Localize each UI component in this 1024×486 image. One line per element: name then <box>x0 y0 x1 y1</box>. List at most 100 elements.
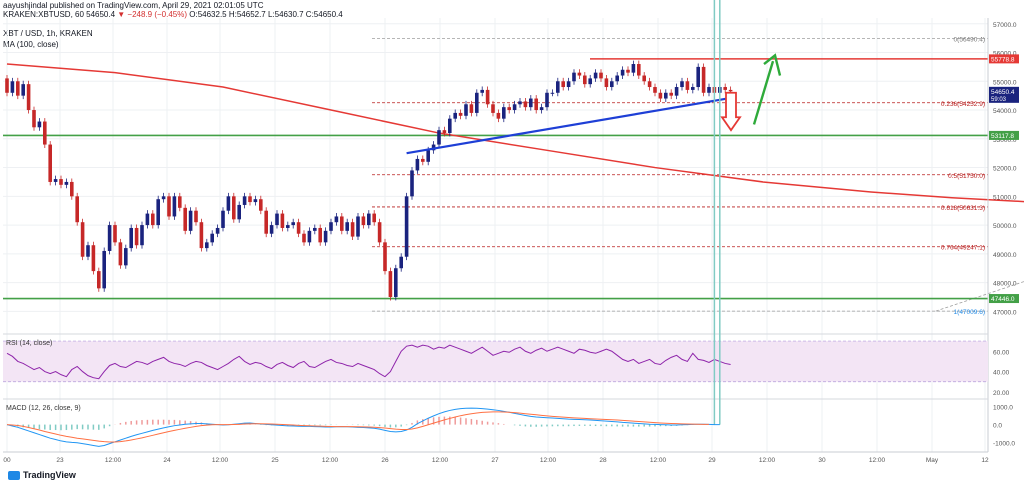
candle-body <box>685 81 690 90</box>
candle-body <box>372 213 376 223</box>
time-tick-label: 23 <box>56 457 64 464</box>
macd-tick-label: -1000.0 <box>993 441 1015 448</box>
candle-body <box>291 222 295 226</box>
candle-body <box>134 227 139 246</box>
candle-body <box>183 207 187 231</box>
candle-body <box>367 213 371 226</box>
candle-body <box>550 92 555 94</box>
price-tick-label: 53000.0 <box>993 137 1017 144</box>
author-line: aayushjindal published on TradingView.co… <box>3 1 264 10</box>
candle-body <box>404 196 409 257</box>
price-badge <box>989 86 1019 103</box>
candle-body <box>518 101 522 105</box>
time-tick-label: 12:00 <box>650 457 667 464</box>
time-axis: 00 23 12:00 24 12:00 25 12:00 26 12:00 27 12:00 28 1… <box>3 451 989 464</box>
price-tick-label: 51000.0 <box>993 194 1017 201</box>
candle-body <box>502 107 506 119</box>
candle-body <box>394 268 398 297</box>
candle-body <box>53 179 58 182</box>
candle-body <box>507 107 511 111</box>
price-tick-label: 56000.0 <box>993 51 1017 58</box>
price-badge-label: 55778.8 <box>991 56 1015 63</box>
candle-body <box>32 110 36 128</box>
candle-body <box>242 196 247 205</box>
candle-body <box>512 104 517 111</box>
candle-body <box>707 87 711 93</box>
candle-body <box>118 242 123 266</box>
candle-body <box>124 248 128 266</box>
time-tick-label: 27 <box>491 457 499 464</box>
candle-body <box>253 199 258 203</box>
candle-body <box>345 222 349 231</box>
candle-body <box>340 216 344 231</box>
macd-line <box>6 407 720 447</box>
candle-body <box>86 245 90 257</box>
price-badge-label: 54650.4 <box>991 89 1015 96</box>
candle-body <box>318 227 322 243</box>
footer-brand[interactable]: TradingView <box>8 470 76 481</box>
candle-body <box>307 230 312 243</box>
candle-body <box>620 69 625 76</box>
candle-body <box>453 112 457 119</box>
candle-body <box>237 204 241 220</box>
candle-body <box>129 227 133 249</box>
price-tick-label: 50000.0 <box>993 223 1017 230</box>
candles <box>5 60 733 301</box>
candle-body <box>588 78 592 85</box>
candle-body <box>59 179 63 185</box>
candle-body <box>556 81 560 93</box>
candle-body <box>232 196 236 220</box>
candle-body <box>637 64 641 76</box>
time-tick-label: 12:00 <box>322 457 339 464</box>
time-tick-label: 12:00 <box>869 457 886 464</box>
price-badge-countdown: 59:03 <box>991 97 1007 103</box>
candle-body <box>426 150 430 162</box>
candle-body <box>399 256 403 269</box>
candle-body <box>566 81 571 88</box>
candle-body <box>178 196 182 208</box>
price-tick-label: 49000.0 <box>993 252 1017 259</box>
price-tick-label: 57000.0 <box>993 22 1017 29</box>
price-badge <box>989 54 1019 64</box>
time-tick-label: 28 <box>599 457 607 464</box>
candle-body <box>167 196 171 217</box>
candle-body <box>350 222 355 237</box>
candle-body <box>577 72 582 76</box>
candle-body <box>647 81 652 88</box>
candle-body <box>323 230 328 243</box>
candle-body <box>226 196 231 211</box>
candle-body <box>26 84 31 111</box>
price-tick-label: 47000.0 <box>993 309 1017 316</box>
candle-body <box>475 92 479 113</box>
ticker-line: KRAKEN:XBTUSD, 60 54650.4 ▼ −248.9 (−0.4… <box>3 10 343 19</box>
candle-body <box>221 210 225 228</box>
candle-body <box>302 233 306 243</box>
candle-body <box>539 107 544 111</box>
time-tick-label: 25 <box>271 457 279 464</box>
candle-body <box>91 245 96 272</box>
macd-panel: MACD (12, 26, close, 9) 1000.0 0.0 -1000.0 <box>3 0 1015 448</box>
candle-body <box>415 158 420 171</box>
candle-body <box>296 222 301 234</box>
candle-body <box>642 75 646 82</box>
candle-body <box>593 72 598 79</box>
candle-body <box>156 199 160 226</box>
candle-body <box>696 66 700 88</box>
candle-body <box>610 81 614 88</box>
time-tick-label: 12:00 <box>212 457 229 464</box>
price-badge <box>989 294 1019 304</box>
candle-body <box>215 227 220 234</box>
symbol-title: XBT / USD, 1h, KRAKEN <box>3 29 93 38</box>
candle-body <box>334 216 339 223</box>
rsi-line <box>6 344 731 380</box>
moving-average <box>6 63 1024 203</box>
candle-body <box>194 210 198 223</box>
candle-body <box>410 170 414 197</box>
arrows <box>720 53 782 132</box>
candle-body <box>604 78 609 88</box>
candle-body <box>356 216 360 237</box>
candle-body <box>523 101 528 108</box>
candle-body <box>631 64 636 73</box>
candle-body <box>458 112 463 116</box>
